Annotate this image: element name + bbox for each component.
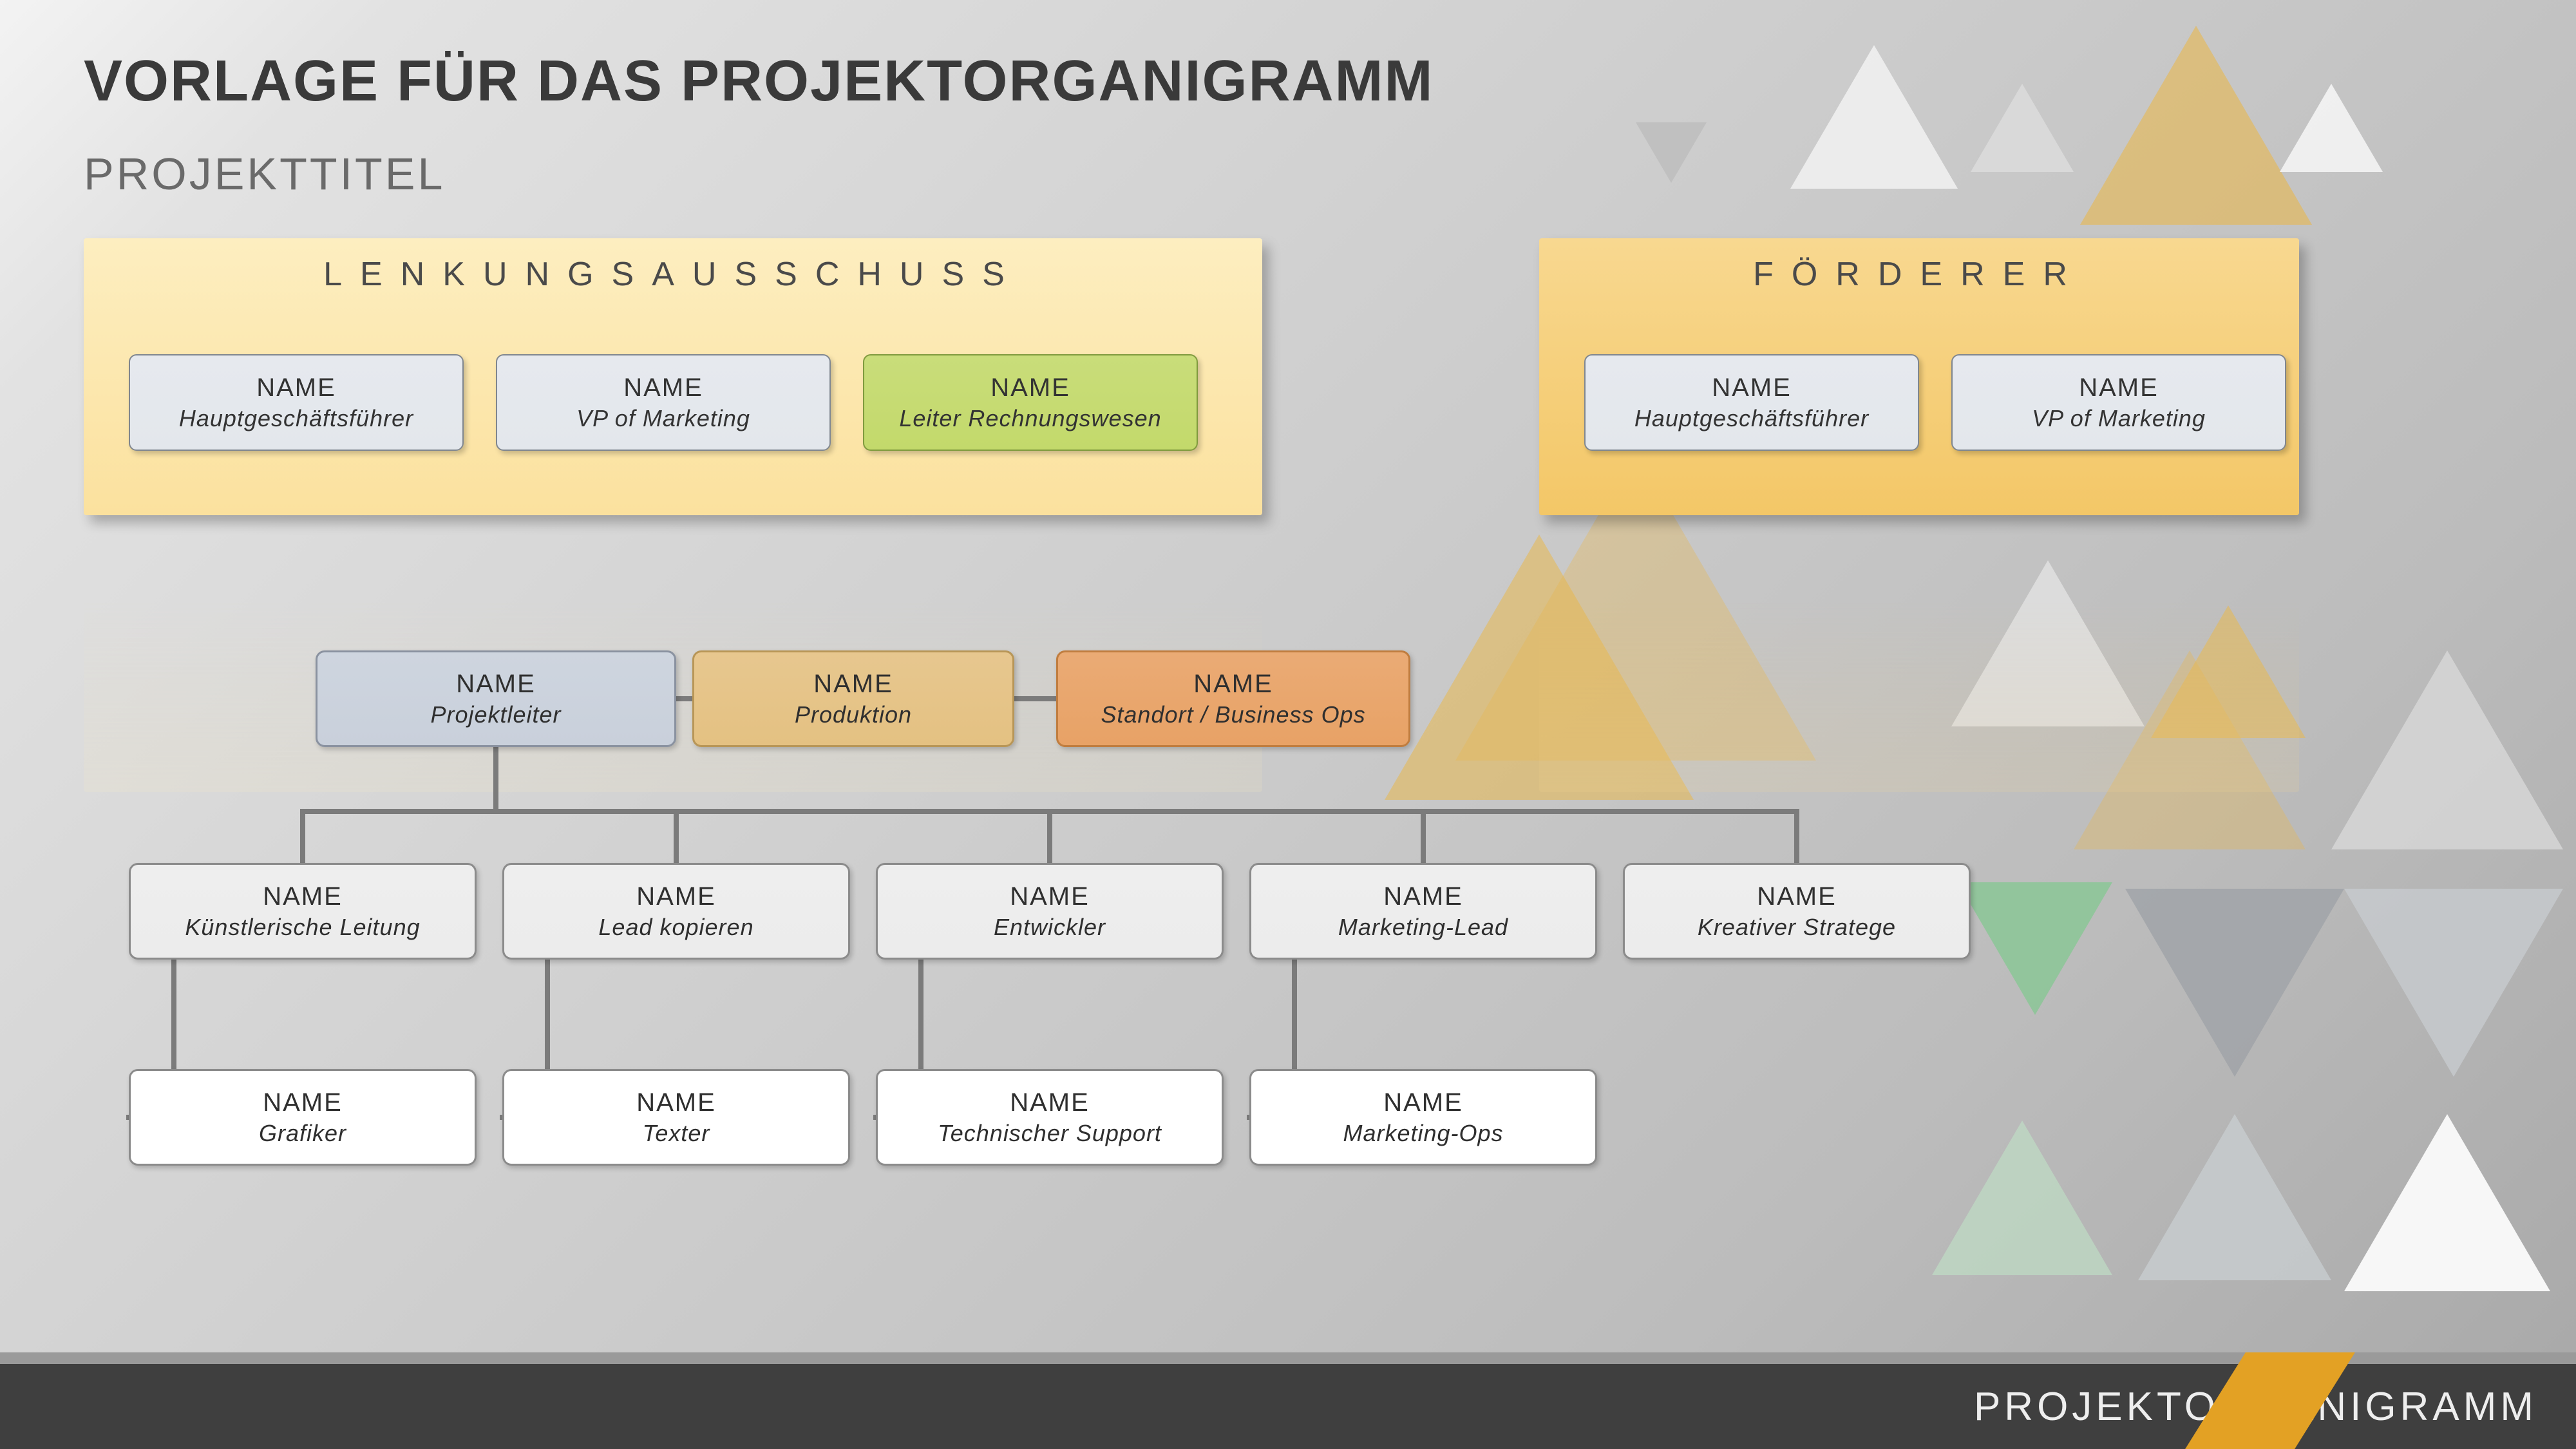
card-name: NAME: [1383, 882, 1463, 911]
page-subtitle: PROJEKTTITEL: [84, 148, 445, 200]
steering-card-2: NAME Leiter Rechnungswesen: [863, 354, 1198, 451]
steering-card-1: NAME VP of Marketing: [496, 354, 831, 451]
footer-bar: PROJEKTORGANIGRAMM: [0, 1364, 2576, 1449]
card-name: NAME: [456, 670, 536, 699]
card-name: NAME: [2079, 374, 2159, 402]
card-name: NAME: [990, 374, 1070, 402]
card-role: Standort / Business Ops: [1101, 701, 1365, 728]
org-l0-prod: NAMEProduktion: [692, 650, 1014, 747]
card-role: Projektleiter: [430, 701, 561, 728]
card-role: Hauptgeschäftsführer: [179, 405, 413, 432]
card-role: Entwickler: [994, 914, 1106, 941]
card-name: NAME: [256, 374, 336, 402]
card-name: NAME: [1010, 882, 1090, 911]
sponsor-card-1: NAME VP of Marketing: [1951, 354, 2286, 451]
card-role: VP of Marketing: [2032, 405, 2206, 432]
org-l2-0: NAME Grafiker: [129, 1069, 477, 1166]
org-l2-2: NAME Technischer Support: [876, 1069, 1224, 1166]
card-name: NAME: [623, 374, 703, 402]
org-l2-3: NAME Marketing-Ops: [1249, 1069, 1597, 1166]
sponsor-panel-title: FÖRDERER: [1539, 255, 2299, 294]
card-role: Leiter Rechnungswesen: [899, 405, 1161, 432]
card-role: Kreativer Stratege: [1698, 914, 1896, 941]
org-l2-1: NAME Texter: [502, 1069, 850, 1166]
card-role: Technischer Support: [938, 1120, 1162, 1147]
card-role: VP of Marketing: [576, 405, 750, 432]
card-name: NAME: [1712, 374, 1792, 402]
org-l1-art: NAME Künstlerische Leitung: [129, 863, 477, 960]
card-name: NAME: [813, 670, 893, 699]
org-l0-pm: NAMEProjektleiter: [316, 650, 676, 747]
card-role: Marketing-Ops: [1343, 1120, 1503, 1147]
card-role: Texter: [643, 1120, 710, 1147]
card-role: Hauptgeschäftsführer: [1634, 405, 1869, 432]
card-role: Produktion: [795, 701, 912, 728]
page-title: VORLAGE FÜR DAS PROJEKTORGANIGRAMM: [84, 48, 1434, 115]
steering-card-0: NAME Hauptgeschäftsführer: [129, 354, 464, 451]
org-l1-strat: NAME Kreativer Stratege: [1623, 863, 1971, 960]
card-name: NAME: [1383, 1088, 1463, 1117]
sponsor-card-0: NAME Hauptgeschäftsführer: [1584, 354, 1919, 451]
card-name: NAME: [1193, 670, 1273, 699]
sponsor-panel-reflection: [1539, 515, 2299, 792]
footer-divider: [0, 1352, 2576, 1364]
steering-panel-title: LENKUNGSAUSSCHUSS: [84, 255, 1262, 294]
card-role: Marketing-Lead: [1338, 914, 1508, 941]
card-name: NAME: [1010, 1088, 1090, 1117]
card-role: Künstlerische Leitung: [185, 914, 420, 941]
card-role: Lead kopieren: [598, 914, 753, 941]
card-name: NAME: [1757, 882, 1837, 911]
card-name: NAME: [636, 882, 716, 911]
org-l1-copy: NAME Lead kopieren: [502, 863, 850, 960]
card-role: Grafiker: [259, 1120, 346, 1147]
card-name: NAME: [263, 1088, 343, 1117]
card-name: NAME: [263, 882, 343, 911]
org-l0-ops: NAMEStandort / Business Ops: [1056, 650, 1410, 747]
card-name: NAME: [636, 1088, 716, 1117]
org-l1-dev: NAME Entwickler: [876, 863, 1224, 960]
org-l1-mkt: NAME Marketing-Lead: [1249, 863, 1597, 960]
